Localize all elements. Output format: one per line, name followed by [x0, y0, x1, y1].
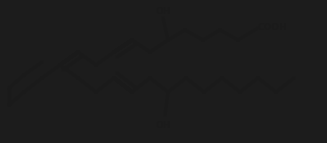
Text: OH: OH — [155, 122, 171, 131]
Text: COOH: COOH — [258, 23, 288, 32]
Text: OH: OH — [155, 7, 171, 16]
